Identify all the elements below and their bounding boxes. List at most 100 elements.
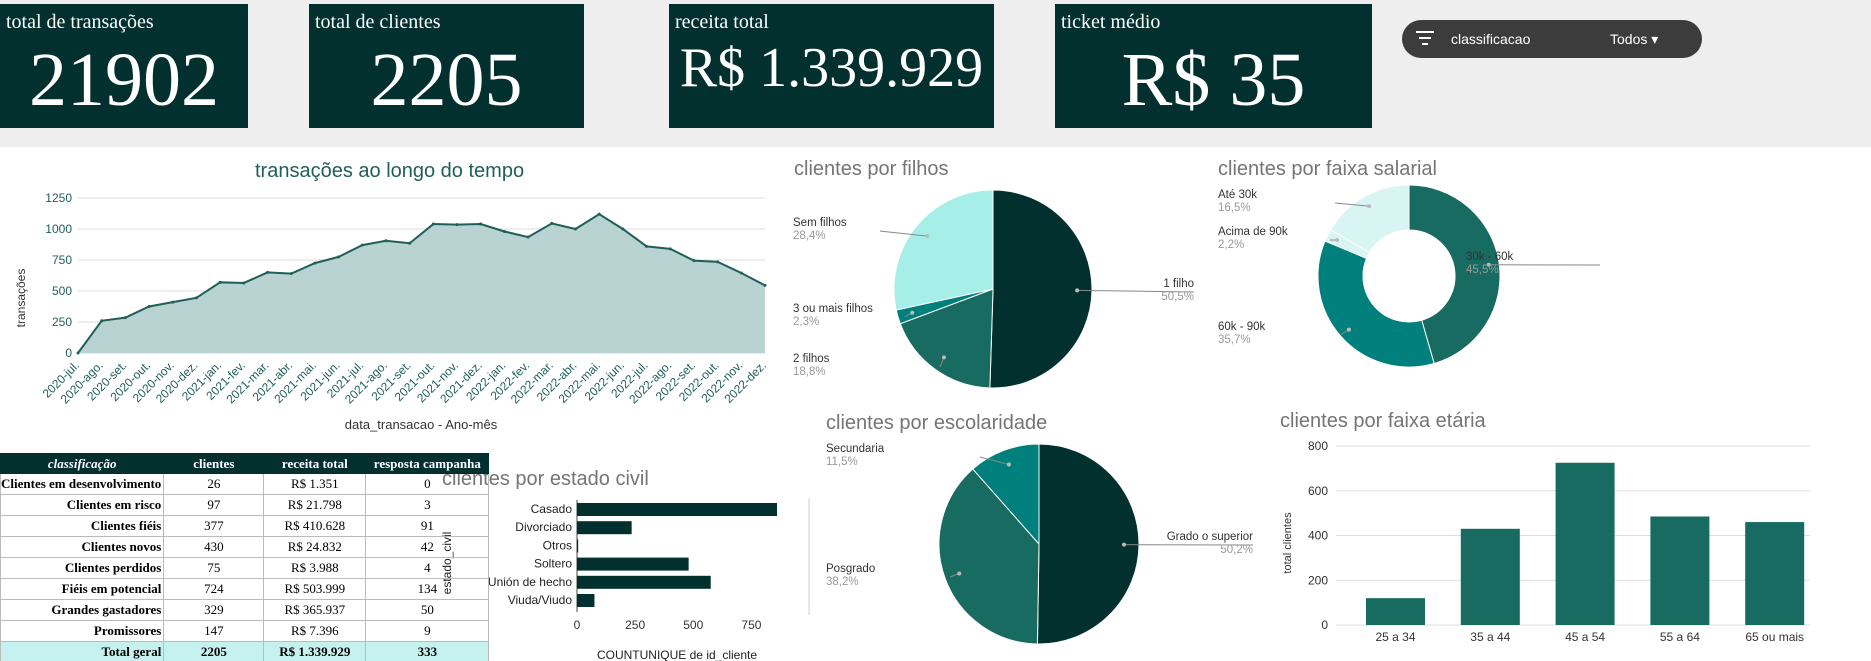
kpi-value: R$ 1.339.929 <box>679 37 984 99</box>
slice-label: Até 30k <box>1218 189 1257 201</box>
classificacao-filter-control[interactable]: classificacao Todos ▾ <box>1402 20 1702 58</box>
classificacao-table: classificação clientes receita total res… <box>0 453 490 661</box>
salarial-slice <box>1408 184 1501 365</box>
estado-civil-bar <box>577 539 579 553</box>
table-total-row: Total geral 2205 R$ 1.339.929 333 <box>0 641 490 661</box>
table-cell: R$ 1.351 <box>263 473 367 495</box>
slice-percent: 2,3% <box>793 316 819 328</box>
leader-dot <box>1486 262 1491 267</box>
leader-dot <box>1367 204 1372 209</box>
faixa-etaria-bar <box>1460 528 1520 625</box>
data-point <box>360 243 364 247</box>
data-point <box>739 271 743 275</box>
estado-civil-bar <box>577 557 689 571</box>
table-row: Fiéis em potencial 724 R$ 503.999 134 <box>0 578 490 600</box>
y-tick-label: 600 <box>1308 484 1328 498</box>
table-cell: R$ 24.832 <box>263 536 367 558</box>
x-tick-label: 750 <box>741 618 761 632</box>
x-tick-label: 45 a 54 <box>1565 630 1605 644</box>
y-tick-label: 1000 <box>45 222 72 236</box>
table-header[interactable]: resposta campanha <box>365 453 490 474</box>
table-cell: Clientes em risco <box>0 494 165 516</box>
table-cell: Promissores <box>0 620 165 642</box>
leader-line <box>979 456 1010 465</box>
table-cell: 333 <box>365 641 490 661</box>
slice-label: Grado o superior <box>1167 531 1253 543</box>
data-point <box>100 319 104 323</box>
data-point <box>763 283 767 287</box>
data-point <box>692 259 696 263</box>
category-label: Casado <box>531 502 573 516</box>
data-point <box>479 222 483 226</box>
table-cell: Total geral <box>0 641 165 661</box>
y-tick-label: 200 <box>1308 573 1328 587</box>
slice-label: 3 ou mais filhos <box>793 303 873 315</box>
kpi-label: receita total <box>675 11 769 33</box>
table-cell: 430 <box>163 536 265 558</box>
table-cell: 3 <box>365 494 490 516</box>
chart-title-escolaridade: clientes por escolaridade <box>826 412 1048 434</box>
leader-dot <box>941 355 946 360</box>
filter-selected-value[interactable]: Todos ▾ <box>1610 31 1659 47</box>
table-cell: 377 <box>163 515 265 537</box>
data-point <box>289 272 293 276</box>
slice-percent: 2,2% <box>1218 239 1244 251</box>
category-label: Divorciado <box>515 520 572 534</box>
slice-label: Sem filhos <box>793 217 847 229</box>
table-cell: Clientes novos <box>0 536 165 558</box>
table-header[interactable]: classificação <box>0 453 165 474</box>
salarial-slice <box>1317 240 1435 368</box>
data-point <box>597 212 601 216</box>
slice-percent: 50,2% <box>1220 544 1253 556</box>
leader-dot <box>1346 327 1351 332</box>
slice-label: 2 filhos <box>793 353 830 365</box>
kpi-total-clientes: total de clientes 2205 <box>309 4 584 128</box>
data-point <box>171 300 175 304</box>
chart-title-filhos: clientes por filhos <box>794 158 949 180</box>
table-cell: 75 <box>163 557 265 579</box>
data-point <box>242 281 246 285</box>
table-row: Clientes em desenvolvimento 26 R$ 1.351 0 <box>0 473 490 495</box>
escolaridade-slice <box>938 468 1040 645</box>
data-point <box>313 261 317 265</box>
table-cell: 4 <box>365 557 490 579</box>
table-row: Clientes novos 430 R$ 24.832 42 <box>0 536 490 558</box>
table-cell: 329 <box>163 599 265 621</box>
category-label: Otros <box>543 538 572 552</box>
data-point <box>502 229 506 233</box>
table-cell: 9 <box>365 620 490 642</box>
table-cell: Clientes em desenvolvimento <box>0 473 165 495</box>
faixa-etaria-bar <box>1366 598 1425 625</box>
table-cell: R$ 3.988 <box>263 557 367 579</box>
leader-dot <box>957 571 962 576</box>
table-row: Clientes perdidos 75 R$ 3.988 4 <box>0 557 490 579</box>
data-point <box>147 305 151 308</box>
x-tick-label: 25 a 34 <box>1375 630 1415 644</box>
table-cell: Fiéis em potencial <box>0 578 165 600</box>
table-header[interactable]: clientes <box>163 453 265 474</box>
table-header[interactable]: receita total <box>263 453 367 474</box>
table-cell: R$ 365.937 <box>263 599 367 621</box>
filhos-slice <box>893 189 994 311</box>
salarial-slice <box>1329 184 1410 254</box>
table-row: Promissores 147 R$ 7.396 9 <box>0 620 490 642</box>
escolaridade-slice <box>972 443 1040 546</box>
table-row: Clientes em risco 97 R$ 21.798 3 <box>0 494 490 516</box>
estado-civil-bar <box>577 575 711 589</box>
estado-civil-bar <box>577 594 595 607</box>
table-cell: 91 <box>365 515 490 537</box>
slice-label: Secundaria <box>826 443 885 455</box>
data-point <box>266 270 270 274</box>
leader-line <box>1334 202 1370 207</box>
leader-dot <box>925 234 930 239</box>
y-axis-title: transações <box>14 269 28 328</box>
kpi-value: 21902 <box>29 38 219 122</box>
table-cell: 147 <box>163 620 265 642</box>
slice-percent: 45,5% <box>1466 264 1499 276</box>
data-point <box>550 221 554 225</box>
kpi-ticket-medio: ticket médio R$ 35 <box>1055 4 1372 128</box>
leader-dot <box>1335 237 1340 242</box>
table-cell: 0 <box>365 473 490 495</box>
data-point <box>384 239 388 243</box>
estado-civil-bar <box>577 521 632 535</box>
